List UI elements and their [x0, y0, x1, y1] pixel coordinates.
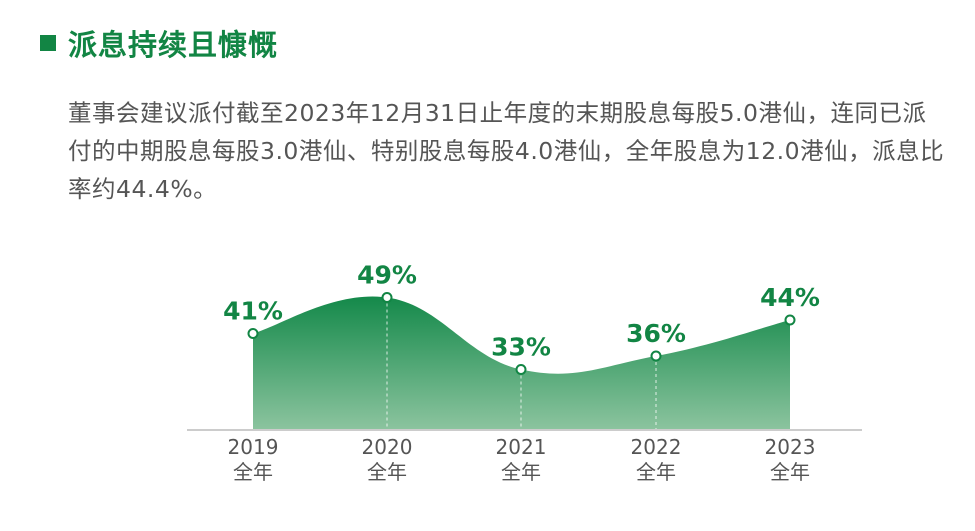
data-label: 49%: [357, 261, 417, 290]
x-tick-year: 2019: [228, 435, 279, 459]
data-label: 33%: [491, 333, 551, 362]
x-tick-year: 2022: [631, 435, 682, 459]
data-label: 36%: [626, 319, 686, 348]
area-series: [253, 296, 790, 430]
x-tick-period: 全年: [501, 460, 541, 484]
data-point: [381, 292, 393, 303]
data-label: 41%: [223, 297, 283, 326]
data-point: [784, 314, 796, 326]
x-tick-year: 2021: [496, 435, 547, 459]
section-title: 派息持续且慷慨: [40, 22, 278, 64]
data-label: 44%: [760, 283, 820, 312]
dividend-description: 董事会建议派付截至2023年12月31日止年度的末期股息每股5.0港仙，连同已派…: [68, 99, 945, 203]
x-tick-period: 全年: [367, 460, 407, 484]
data-point: [515, 364, 527, 375]
x-tick-year: 2023: [765, 435, 816, 459]
x-tick-period: 全年: [636, 460, 676, 484]
data-point: [650, 350, 662, 362]
page-title: 派息持续且慷慨: [68, 28, 279, 62]
x-tick-period: 全年: [233, 460, 273, 484]
x-tick-year: 2020: [362, 435, 413, 459]
data-point: [247, 328, 259, 339]
x-tick-period: 全年: [770, 460, 810, 484]
title-bullet-icon: [40, 35, 56, 51]
